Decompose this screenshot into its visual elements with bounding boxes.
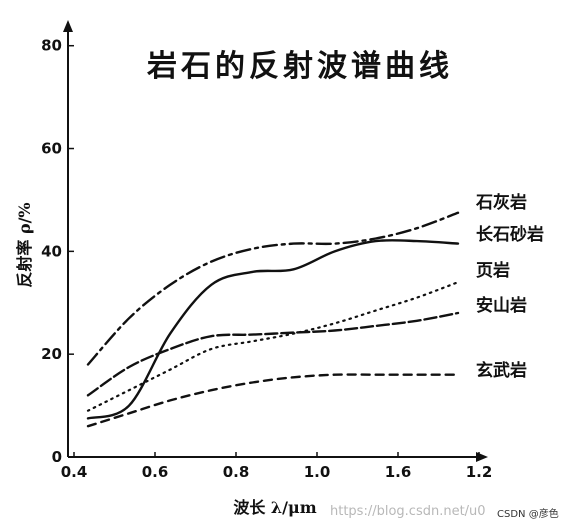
y-tick-label: 0 — [52, 448, 62, 466]
series-line — [86, 373, 460, 428]
series-line — [86, 211, 460, 366]
chart-title: 岩石的反射波谱曲线 — [147, 49, 453, 84]
x-axis-title: 波长 λ/μm — [233, 498, 316, 517]
x-tick-label: 0.6 — [142, 463, 169, 481]
credit-text: CSDN @彦色 — [497, 507, 559, 520]
x-tick-label: 1.6 — [385, 463, 412, 481]
y-axis-title: 反射率 ρ/% — [15, 202, 34, 287]
series-line — [86, 239, 460, 420]
y-tick-label: 40 — [41, 242, 62, 260]
series-lines — [86, 211, 460, 428]
axes: 0 20 40 60 80 0.4 0.6 0.8 1.0 1.6 1.2 — [41, 20, 492, 481]
x-axis-arrow — [476, 452, 488, 462]
x-tick-label: 0.4 — [61, 463, 88, 481]
series-line — [86, 281, 460, 412]
y-tick-label: 20 — [41, 345, 62, 363]
x-tick-label: 0.8 — [223, 463, 250, 481]
y-tick-label: 60 — [41, 140, 62, 158]
y-axis-arrow — [63, 20, 73, 32]
watermark-text: https://blog.csdn.net/u0 — [330, 504, 486, 519]
series-line — [86, 311, 460, 397]
x-tick-label: 1.0 — [304, 463, 331, 481]
x-tick-label: 1.2 — [466, 463, 493, 481]
series-label: 石灰岩 — [475, 192, 527, 213]
series-label: 安山岩 — [476, 295, 527, 316]
series-label: 长石砂岩 — [476, 224, 544, 245]
series-label: 玄武岩 — [476, 360, 527, 381]
series-label: 页岩 — [476, 260, 510, 281]
y-tick-label: 80 — [41, 37, 62, 55]
